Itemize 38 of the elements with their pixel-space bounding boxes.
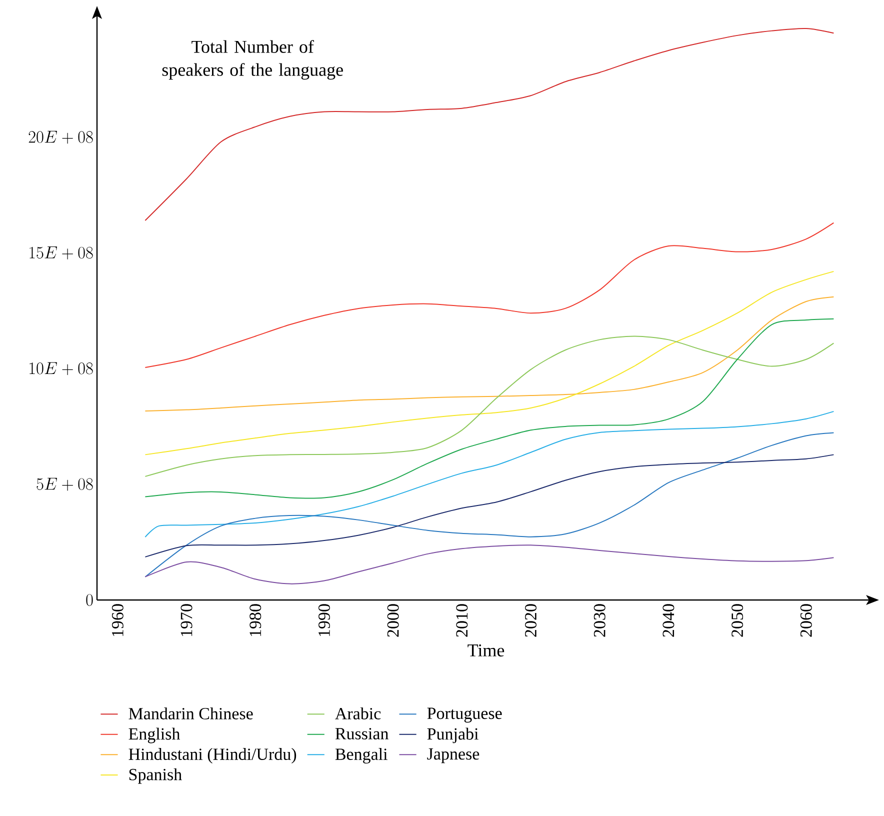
y-tick-label: $10E+08$	[30, 362, 93, 376]
y-axis-title: Total Number of speakers of the language	[162, 40, 343, 80]
y-tick-label: $0$	[86, 594, 93, 606]
line-series	[144, 432, 834, 578]
x-tick-label: 1960	[112, 604, 124, 636]
legend-label: Portuguese	[427, 708, 502, 723]
line-series	[144, 336, 834, 477]
x-tick-label: 1980	[250, 604, 262, 636]
x-tick-label: 2060	[800, 604, 812, 637]
legend-label: Arabic	[335, 707, 381, 720]
line-series	[144, 318, 834, 499]
line-series	[144, 544, 834, 584]
x-tick-label: 1970	[180, 604, 192, 636]
legend-label: English	[128, 728, 180, 744]
x-tick-label: 2030	[594, 604, 606, 637]
line-series	[144, 270, 834, 456]
line-series	[144, 454, 834, 558]
x-tick-label: 2000	[387, 604, 399, 637]
x-axis-title: Time	[468, 644, 504, 656]
line-series	[144, 222, 834, 368]
legend-label: Japnese	[427, 748, 480, 764]
legend-label: Punjabi	[427, 728, 478, 744]
legend-label: Bengali	[335, 748, 388, 764]
y-tick-label: $5E+08$	[36, 478, 93, 491]
y-tick-label: $20E+08$	[28, 130, 93, 144]
x-tick-label: 2050	[732, 604, 744, 637]
line-series	[144, 410, 834, 538]
x-tick-label: 2040	[662, 604, 674, 637]
legend-label: Spanish	[129, 768, 182, 784]
legend-label: Russian	[335, 728, 388, 740]
x-tick-label: 2020	[525, 604, 536, 637]
legend-label: Mandarin Chinese	[128, 707, 253, 720]
line-series	[144, 296, 834, 412]
x-tick-label: 1990	[318, 604, 330, 636]
line-series	[144, 28, 834, 222]
x-tick-label: 2010	[456, 604, 468, 637]
legend-label: Hindustani (Hindi/Urdu)	[128, 748, 296, 764]
y-tick-label: $15E+08$	[30, 246, 93, 260]
